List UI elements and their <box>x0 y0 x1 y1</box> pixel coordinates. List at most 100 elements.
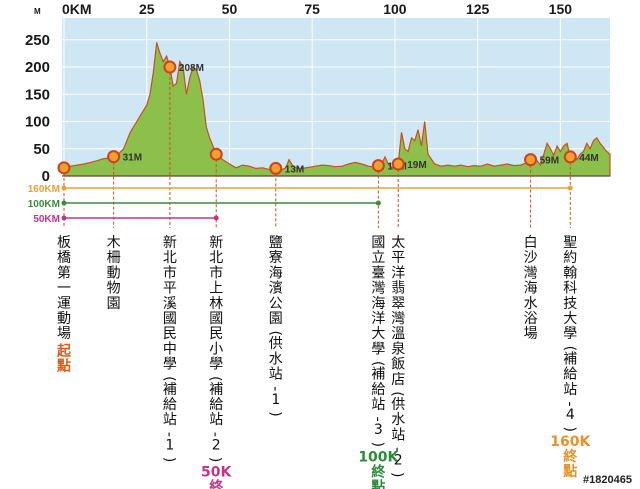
station-name-char: 新 <box>209 235 223 251</box>
station-name-char: 1 <box>271 392 280 408</box>
x-tick-label: 75 <box>304 1 320 17</box>
station-marker <box>391 157 405 171</box>
station-name-char: 國 <box>371 235 385 251</box>
station-name-char: - <box>369 417 385 422</box>
station-name-char: 北 <box>163 250 177 266</box>
station-marker <box>269 161 283 175</box>
station-name-char: 翰 <box>563 265 577 281</box>
station-name-char: 寮 <box>269 249 283 266</box>
station-name-char: - <box>389 447 405 452</box>
station-name-char: 1 <box>165 437 174 453</box>
station-name-char: 4 <box>566 407 575 423</box>
station-elevation-label: 31M <box>123 153 142 164</box>
station-name-char: 木 <box>107 235 121 251</box>
station-name-char: ( <box>207 376 223 381</box>
station-name-char: 新 <box>163 235 177 251</box>
x-tick-labels: 0KM 25 50 75 100 125 150 <box>62 1 572 17</box>
station-name-char: 板 <box>57 235 71 251</box>
x-tick-label: 50 <box>222 1 238 17</box>
station-name-char: 北 <box>209 250 223 266</box>
station-marker <box>209 147 223 161</box>
station-name-char: 站 <box>563 382 577 398</box>
station-name-char: - <box>561 401 577 406</box>
station-name-char: 公 <box>269 296 283 312</box>
station-name-char: 翠 <box>391 296 405 312</box>
station-name-char: ) <box>267 411 283 416</box>
station-name-char: 一 <box>57 281 71 297</box>
station-name-char: - <box>207 432 223 437</box>
station-name-char: ( <box>561 346 577 351</box>
station-name-char: ) <box>369 442 385 447</box>
station-name-char: 約 <box>563 250 577 266</box>
station-name-char: 技 <box>563 296 577 312</box>
y-unit-label: M <box>34 7 41 16</box>
station-name-char: 民 <box>209 326 223 342</box>
station-end-label: 點 <box>371 478 385 489</box>
station-name-char: 站 <box>163 412 177 428</box>
station-name-char: 國 <box>163 311 177 327</box>
station-marker <box>163 60 177 74</box>
station-name-char: 水 <box>524 296 538 312</box>
station-name-char: ) <box>561 426 577 431</box>
station-name-char: 場 <box>524 326 538 342</box>
station-name-char: 科 <box>563 281 577 297</box>
station-name-char: 柵 <box>107 250 121 266</box>
station-name-char: 泉 <box>391 340 405 357</box>
station-name-char: 上 <box>209 281 223 297</box>
station-name-char: 溪 <box>163 296 177 312</box>
station-end-label: 終 <box>209 479 224 489</box>
station-name-char: 給 <box>163 397 177 413</box>
route-start-dot <box>61 200 67 206</box>
station-name-char: 供 <box>391 397 405 413</box>
y-tick-labels: 0 50 100 150 200 250 <box>25 32 50 185</box>
station-name-char: 沙 <box>524 250 538 266</box>
station-elevation-label: 13M <box>285 164 304 175</box>
watermark: #1820465 <box>583 474 632 486</box>
station-labels: 板橋第一運動場起點木柵動物園新北市平溪國民中學(補給站-1)新北市上林國民小學(… <box>56 235 591 489</box>
route-label: 160KM <box>28 184 60 195</box>
station-name-char: ( <box>161 376 177 381</box>
station-end-label: 點 <box>57 357 71 374</box>
station-name-char: 大 <box>371 326 385 342</box>
station-name-char: 補 <box>163 382 177 398</box>
route-end-dot <box>567 185 573 191</box>
station-name-char: 橋 <box>57 250 71 266</box>
station-name-char: - <box>161 432 177 437</box>
station-name-char: 大 <box>563 311 577 327</box>
station-name-char: 補 <box>563 351 577 367</box>
station-elevation-label: 59M <box>540 156 559 167</box>
station-name-char: 白 <box>524 235 538 251</box>
route-start-dot <box>61 185 67 191</box>
station-marker <box>107 150 121 164</box>
station-name-char: 市 <box>209 264 223 281</box>
station-name-char: 聖 <box>563 235 577 251</box>
station-name-char: - <box>267 386 283 391</box>
station-name-char: 林 <box>209 296 223 312</box>
station-marker <box>371 159 385 173</box>
y-tick-label: 150 <box>25 86 50 103</box>
station-end-label: 終 <box>563 448 578 465</box>
station-name-char: 動 <box>107 265 121 281</box>
station-name-char: 飯 <box>391 356 405 373</box>
station-elevation-label: 44M <box>579 153 598 164</box>
y-tick-label: 50 <box>33 141 50 158</box>
station-name-char: 場 <box>57 326 71 342</box>
x-tick-label: 150 <box>549 1 573 17</box>
route-end-dot <box>213 215 219 221</box>
station-name-char: 平 <box>391 250 405 266</box>
station-markers: 31M208M13M15M19M59M44M <box>57 60 599 228</box>
route-start-dot <box>61 215 67 221</box>
station-name-char: 小 <box>209 341 223 357</box>
station-name-char: 第 <box>57 264 71 281</box>
station-name-char: 太 <box>391 235 405 251</box>
station-end-label: 160K <box>550 434 591 450</box>
station-name-char: 民 <box>163 326 177 342</box>
station-name-char: 學 <box>209 357 223 373</box>
station-name-char: 水 <box>391 412 405 428</box>
